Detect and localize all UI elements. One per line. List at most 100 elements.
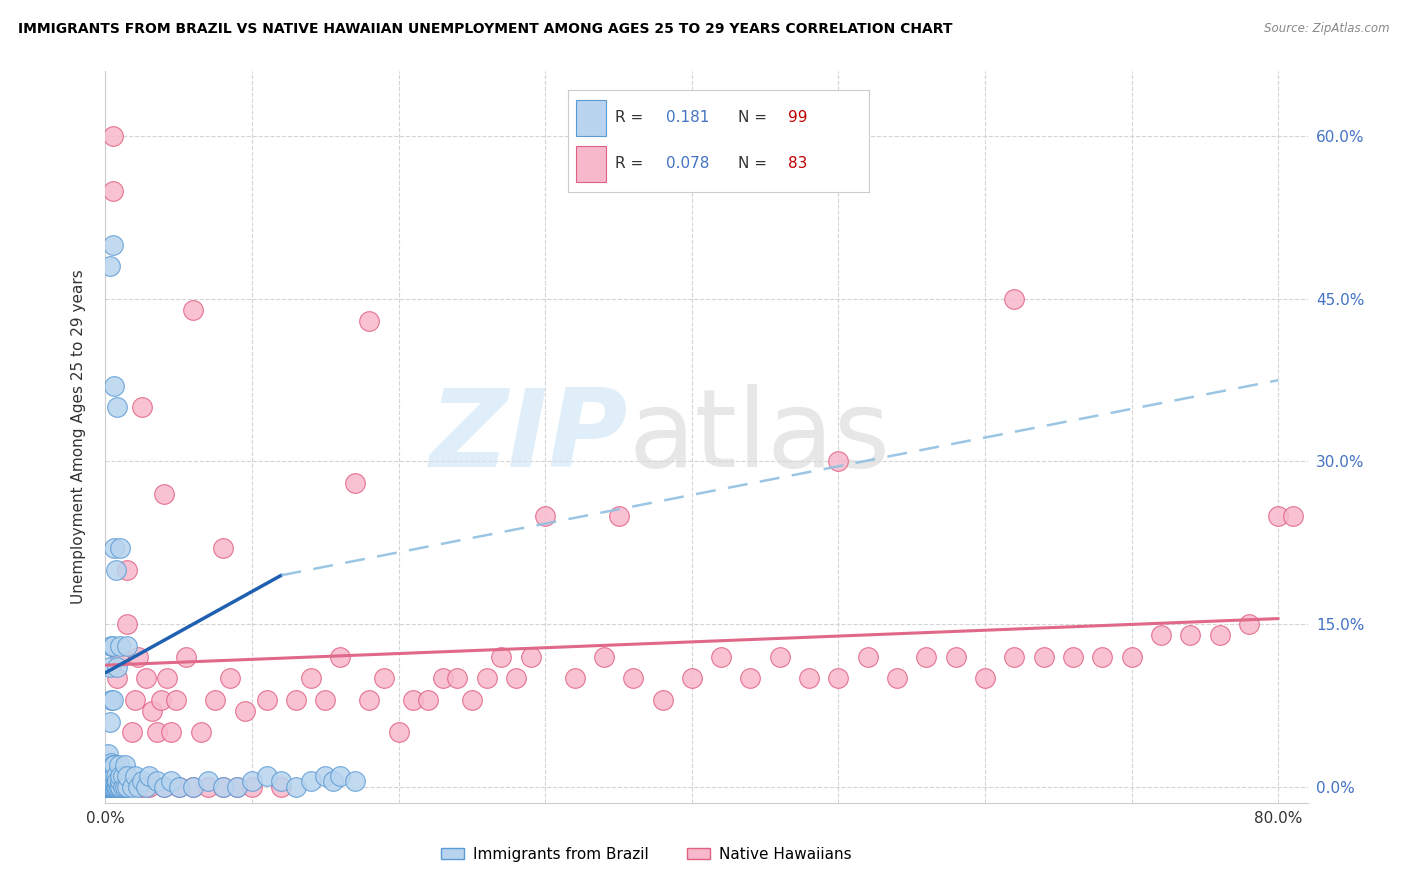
- Point: [564, 671, 586, 685]
- Point: [114, 780, 136, 794]
- Point: [121, 780, 143, 794]
- Point: [100, 760, 122, 774]
- Point: [1237, 617, 1260, 632]
- Point: [183, 780, 205, 794]
- Point: [153, 780, 176, 794]
- Point: [359, 693, 381, 707]
- Point: [343, 774, 366, 789]
- Point: [100, 780, 122, 794]
- Point: [108, 774, 131, 789]
- Point: [1282, 508, 1305, 523]
- Point: [101, 769, 124, 783]
- Point: [710, 649, 733, 664]
- Point: [285, 780, 308, 794]
- Point: [373, 671, 395, 685]
- Point: [167, 780, 190, 794]
- Point: [98, 714, 121, 729]
- Y-axis label: Unemployment Among Ages 25 to 29 years: Unemployment Among Ages 25 to 29 years: [72, 269, 86, 605]
- Point: [233, 704, 256, 718]
- Point: [96, 774, 118, 789]
- Point: [96, 771, 118, 785]
- Point: [104, 563, 127, 577]
- Point: [416, 693, 439, 707]
- Point: [211, 780, 233, 794]
- Point: [491, 649, 513, 664]
- Point: [96, 780, 118, 794]
- Point: [101, 184, 124, 198]
- Point: [124, 769, 146, 783]
- Point: [97, 777, 120, 791]
- Point: [105, 671, 128, 685]
- Point: [103, 777, 125, 791]
- Point: [117, 563, 139, 577]
- Point: [240, 774, 263, 789]
- Point: [165, 693, 187, 707]
- Point: [103, 541, 125, 556]
- Point: [105, 660, 128, 674]
- Point: [104, 774, 127, 789]
- Point: [827, 454, 849, 468]
- Point: [974, 671, 997, 685]
- Point: [160, 725, 183, 739]
- Point: [117, 617, 139, 632]
- Point: [197, 780, 219, 794]
- Point: [1002, 292, 1025, 306]
- Text: ZIP: ZIP: [430, 384, 628, 490]
- Point: [329, 769, 352, 783]
- Point: [127, 780, 149, 794]
- Point: [96, 780, 118, 794]
- Point: [100, 639, 122, 653]
- Point: [100, 780, 122, 794]
- Point: [97, 757, 120, 772]
- Point: [183, 780, 205, 794]
- Point: [97, 772, 120, 787]
- Point: [1150, 628, 1173, 642]
- Point: [96, 776, 118, 790]
- Point: [343, 476, 366, 491]
- Point: [322, 774, 344, 789]
- Point: [112, 780, 135, 794]
- Point: [100, 693, 122, 707]
- Point: [100, 777, 122, 791]
- Point: [97, 780, 120, 794]
- Point: [769, 649, 792, 664]
- Point: [108, 541, 131, 556]
- Point: [461, 693, 484, 707]
- Point: [101, 764, 124, 778]
- Point: [96, 777, 118, 791]
- Point: [226, 780, 249, 794]
- Text: atlas: atlas: [628, 384, 890, 490]
- Point: [101, 780, 124, 794]
- Point: [270, 780, 292, 794]
- Point: [505, 671, 527, 685]
- Point: [127, 649, 149, 664]
- Point: [131, 401, 153, 415]
- Point: [388, 725, 411, 739]
- Point: [519, 649, 541, 664]
- Point: [100, 766, 122, 780]
- Point: [97, 764, 120, 778]
- Point: [97, 775, 120, 789]
- Point: [226, 780, 249, 794]
- Point: [97, 747, 120, 761]
- Point: [98, 757, 121, 772]
- Point: [97, 780, 120, 794]
- Point: [105, 780, 128, 794]
- Point: [101, 777, 124, 791]
- Point: [100, 771, 122, 785]
- Point: [593, 649, 616, 664]
- Point: [174, 649, 197, 664]
- Point: [256, 693, 278, 707]
- Point: [112, 780, 135, 794]
- Point: [827, 671, 849, 685]
- Point: [98, 764, 121, 778]
- Point: [135, 671, 157, 685]
- Point: [299, 774, 322, 789]
- Point: [96, 780, 118, 794]
- Point: [117, 639, 139, 653]
- Point: [534, 508, 557, 523]
- Point: [135, 780, 157, 794]
- Point: [98, 774, 121, 789]
- Point: [204, 693, 226, 707]
- Point: [114, 757, 136, 772]
